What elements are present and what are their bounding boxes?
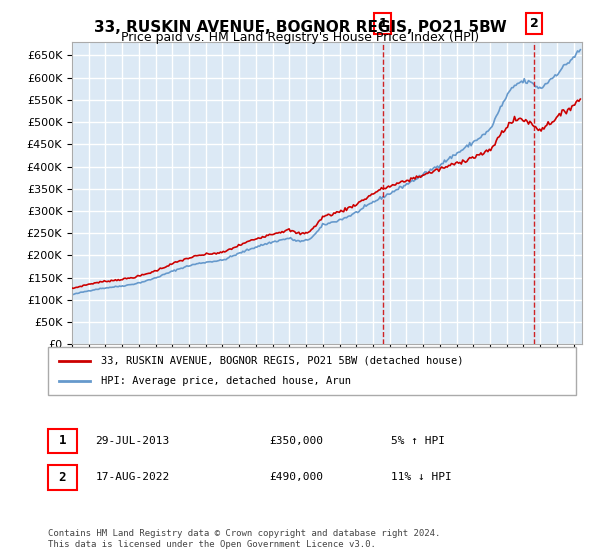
Text: 1: 1 bbox=[59, 435, 66, 447]
Text: 17-AUG-2022: 17-AUG-2022 bbox=[95, 473, 170, 482]
FancyBboxPatch shape bbox=[48, 465, 77, 489]
Text: 5% ↑ HPI: 5% ↑ HPI bbox=[391, 436, 445, 446]
Text: HPI: Average price, detached house, Arun: HPI: Average price, detached house, Arun bbox=[101, 376, 351, 386]
Text: 1: 1 bbox=[378, 17, 387, 30]
Text: Contains HM Land Registry data © Crown copyright and database right 2024.
This d: Contains HM Land Registry data © Crown c… bbox=[48, 529, 440, 549]
Text: 29-JUL-2013: 29-JUL-2013 bbox=[95, 436, 170, 446]
FancyBboxPatch shape bbox=[48, 347, 576, 395]
Text: 33, RUSKIN AVENUE, BOGNOR REGIS, PO21 5BW: 33, RUSKIN AVENUE, BOGNOR REGIS, PO21 5B… bbox=[94, 20, 506, 35]
Text: 11% ↓ HPI: 11% ↓ HPI bbox=[391, 473, 452, 482]
Text: 33, RUSKIN AVENUE, BOGNOR REGIS, PO21 5BW (detached house): 33, RUSKIN AVENUE, BOGNOR REGIS, PO21 5B… bbox=[101, 356, 463, 366]
Text: 2: 2 bbox=[59, 471, 66, 484]
Text: £350,000: £350,000 bbox=[270, 436, 324, 446]
Text: Price paid vs. HM Land Registry's House Price Index (HPI): Price paid vs. HM Land Registry's House … bbox=[121, 31, 479, 44]
Text: 2: 2 bbox=[530, 17, 538, 30]
FancyBboxPatch shape bbox=[48, 429, 77, 454]
Text: £490,000: £490,000 bbox=[270, 473, 324, 482]
